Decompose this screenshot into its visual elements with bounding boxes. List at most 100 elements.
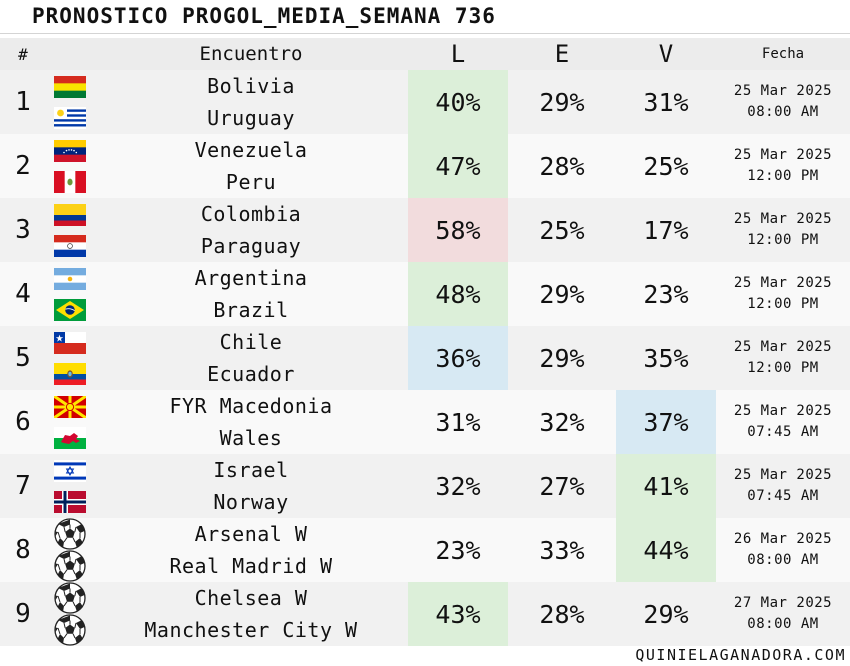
- match-datetime: 25 Mar 2025 12:00 PM: [716, 326, 850, 390]
- draw-percent: 33%: [539, 535, 585, 565]
- team-icons: [46, 70, 94, 134]
- away-team: Uruguay: [207, 106, 295, 130]
- match-number: 9: [15, 599, 31, 629]
- chile-flag-icon: [54, 331, 86, 354]
- match-datetime: 25 Mar 2025 12:00 PM: [716, 198, 850, 262]
- draw-percent: 32%: [539, 407, 585, 437]
- match-date: 26 Mar 2025: [733, 531, 833, 547]
- column-header-local: L: [450, 40, 466, 68]
- table-row: 7 Israel Norway 32% 27% 41% 25 Mar 2025 07:45 A…: [0, 454, 850, 518]
- match-number: 5: [15, 343, 31, 373]
- visitor-win-percent: 31%: [643, 87, 689, 117]
- match-teams: Arsenal W Real Madrid W: [94, 518, 408, 582]
- home-team: Chelsea W: [194, 586, 308, 610]
- table-row: 2 Venezuela Peru 47% 28% 25% 25 Mar 2025 12:00 …: [0, 134, 850, 198]
- soccer-ball-icon: [54, 518, 86, 550]
- visitor-win-percent: 37%: [616, 390, 716, 454]
- brazil-flag-icon: [54, 298, 86, 321]
- match-teams: FYR Macedonia Wales: [94, 390, 408, 454]
- draw-percent: 29%: [539, 279, 585, 309]
- match-time: 12:00 PM: [747, 296, 819, 312]
- local-win-percent: 32%: [435, 471, 481, 501]
- match-datetime: 26 Mar 2025 08:00 AM: [716, 518, 850, 582]
- visitor-win-percent: 41%: [616, 454, 716, 518]
- soccer-ball-icon: [54, 550, 86, 582]
- visitor-win-percent: 29%: [643, 599, 689, 629]
- match-datetime: 25 Mar 2025 07:45 AM: [716, 390, 850, 454]
- draw-percent: 28%: [539, 599, 585, 629]
- table-row: 5 Chile Ecuador 36% 29% 35% 25 Mar 2025 12:00 P…: [0, 326, 850, 390]
- site-watermark: QUINIELAGANADORA.COM: [635, 646, 846, 664]
- match-teams: Bolivia Uruguay: [94, 70, 408, 134]
- team-icons: [46, 582, 94, 646]
- argentina-flag-icon: [54, 267, 86, 290]
- visitor-win-percent: 17%: [643, 215, 689, 245]
- match-time: 08:00 AM: [747, 104, 819, 120]
- team-icons: [46, 518, 94, 582]
- soccer-ball-icon: [54, 614, 86, 646]
- column-header-match: Encuentro: [199, 43, 303, 65]
- visitor-win-percent: 35%: [643, 343, 689, 373]
- match-number: 8: [15, 535, 31, 565]
- match-date: 27 Mar 2025: [733, 595, 833, 611]
- column-header-date: Fecha: [761, 46, 805, 62]
- column-header-number: #: [18, 44, 28, 64]
- match-datetime: 25 Mar 2025 12:00 PM: [716, 134, 850, 198]
- israel-flag-icon: [54, 459, 86, 482]
- table-row: 4 Argentina Brazil 48% 29% 23% 25 Mar 2025 12:0…: [0, 262, 850, 326]
- local-win-percent: 43%: [408, 582, 508, 646]
- match-date: 25 Mar 2025: [733, 467, 833, 483]
- local-win-percent: 48%: [408, 262, 508, 326]
- team-icons: [46, 454, 94, 518]
- draw-percent: 27%: [539, 471, 585, 501]
- home-team: Arsenal W: [194, 522, 308, 546]
- draw-percent: 29%: [539, 343, 585, 373]
- ecuador-flag-icon: [54, 362, 86, 385]
- match-time: 12:00 PM: [747, 232, 819, 248]
- table-row: 8 Arsenal W Real Madrid W 23% 33% 44% 26 Mar 2…: [0, 518, 850, 582]
- home-team: Argentina: [194, 266, 308, 290]
- match-date: 25 Mar 2025: [733, 147, 833, 163]
- home-team: Venezuela: [194, 138, 308, 162]
- colombia-flag-icon: [54, 203, 86, 226]
- away-team: Manchester City W: [144, 618, 358, 642]
- away-team: Paraguay: [200, 234, 302, 258]
- home-team: Bolivia: [207, 74, 295, 98]
- match-datetime: 25 Mar 2025 08:00 AM: [716, 70, 850, 134]
- match-date: 25 Mar 2025: [733, 83, 833, 99]
- norway-flag-icon: [54, 490, 86, 513]
- draw-percent: 28%: [539, 151, 585, 181]
- venezuela-flag-icon: [54, 139, 86, 162]
- match-time: 12:00 PM: [747, 360, 819, 376]
- table-row: 9 Chelsea W Manchester City W 43% 28% 29% 27 M…: [0, 582, 850, 646]
- soccer-ball-icon: [54, 582, 86, 614]
- team-icons: [46, 390, 94, 454]
- home-team: Colombia: [200, 202, 302, 226]
- match-datetime: 27 Mar 2025 08:00 AM: [716, 582, 850, 646]
- local-win-percent: 36%: [408, 326, 508, 390]
- match-date: 25 Mar 2025: [733, 339, 833, 355]
- away-team: Norway: [213, 490, 289, 514]
- match-number: 6: [15, 407, 31, 437]
- column-header-draw: E: [554, 40, 570, 68]
- table-row: 3 Colombia Paraguay 58% 25% 17% 25 Mar 2025 12:…: [0, 198, 850, 262]
- wales-flag-icon: [54, 426, 86, 449]
- home-team: Israel: [213, 458, 289, 482]
- paraguay-flag-icon: [54, 234, 86, 257]
- visitor-win-percent: 44%: [616, 518, 716, 582]
- table-row: 1 Bolivia Uruguay 40% 29% 31% 25 Mar 2025 08:00…: [0, 70, 850, 134]
- team-icons: [46, 262, 94, 326]
- bolivia-flag-icon: [54, 75, 86, 98]
- match-teams: Argentina Brazil: [94, 262, 408, 326]
- table-row: 6 FYR Macedonia Wales 31% 32% 37% 25 Mar 2025 0…: [0, 390, 850, 454]
- title-divider: [0, 33, 850, 34]
- match-date: 25 Mar 2025: [733, 275, 833, 291]
- team-icons: [46, 134, 94, 198]
- macedonia-flag-icon: [54, 395, 86, 418]
- match-time: 07:45 AM: [747, 488, 819, 504]
- match-number: 7: [15, 471, 31, 501]
- draw-percent: 25%: [539, 215, 585, 245]
- match-time: 08:00 AM: [747, 552, 819, 568]
- match-time: 12:00 PM: [747, 168, 819, 184]
- match-time: 07:45 AM: [747, 424, 819, 440]
